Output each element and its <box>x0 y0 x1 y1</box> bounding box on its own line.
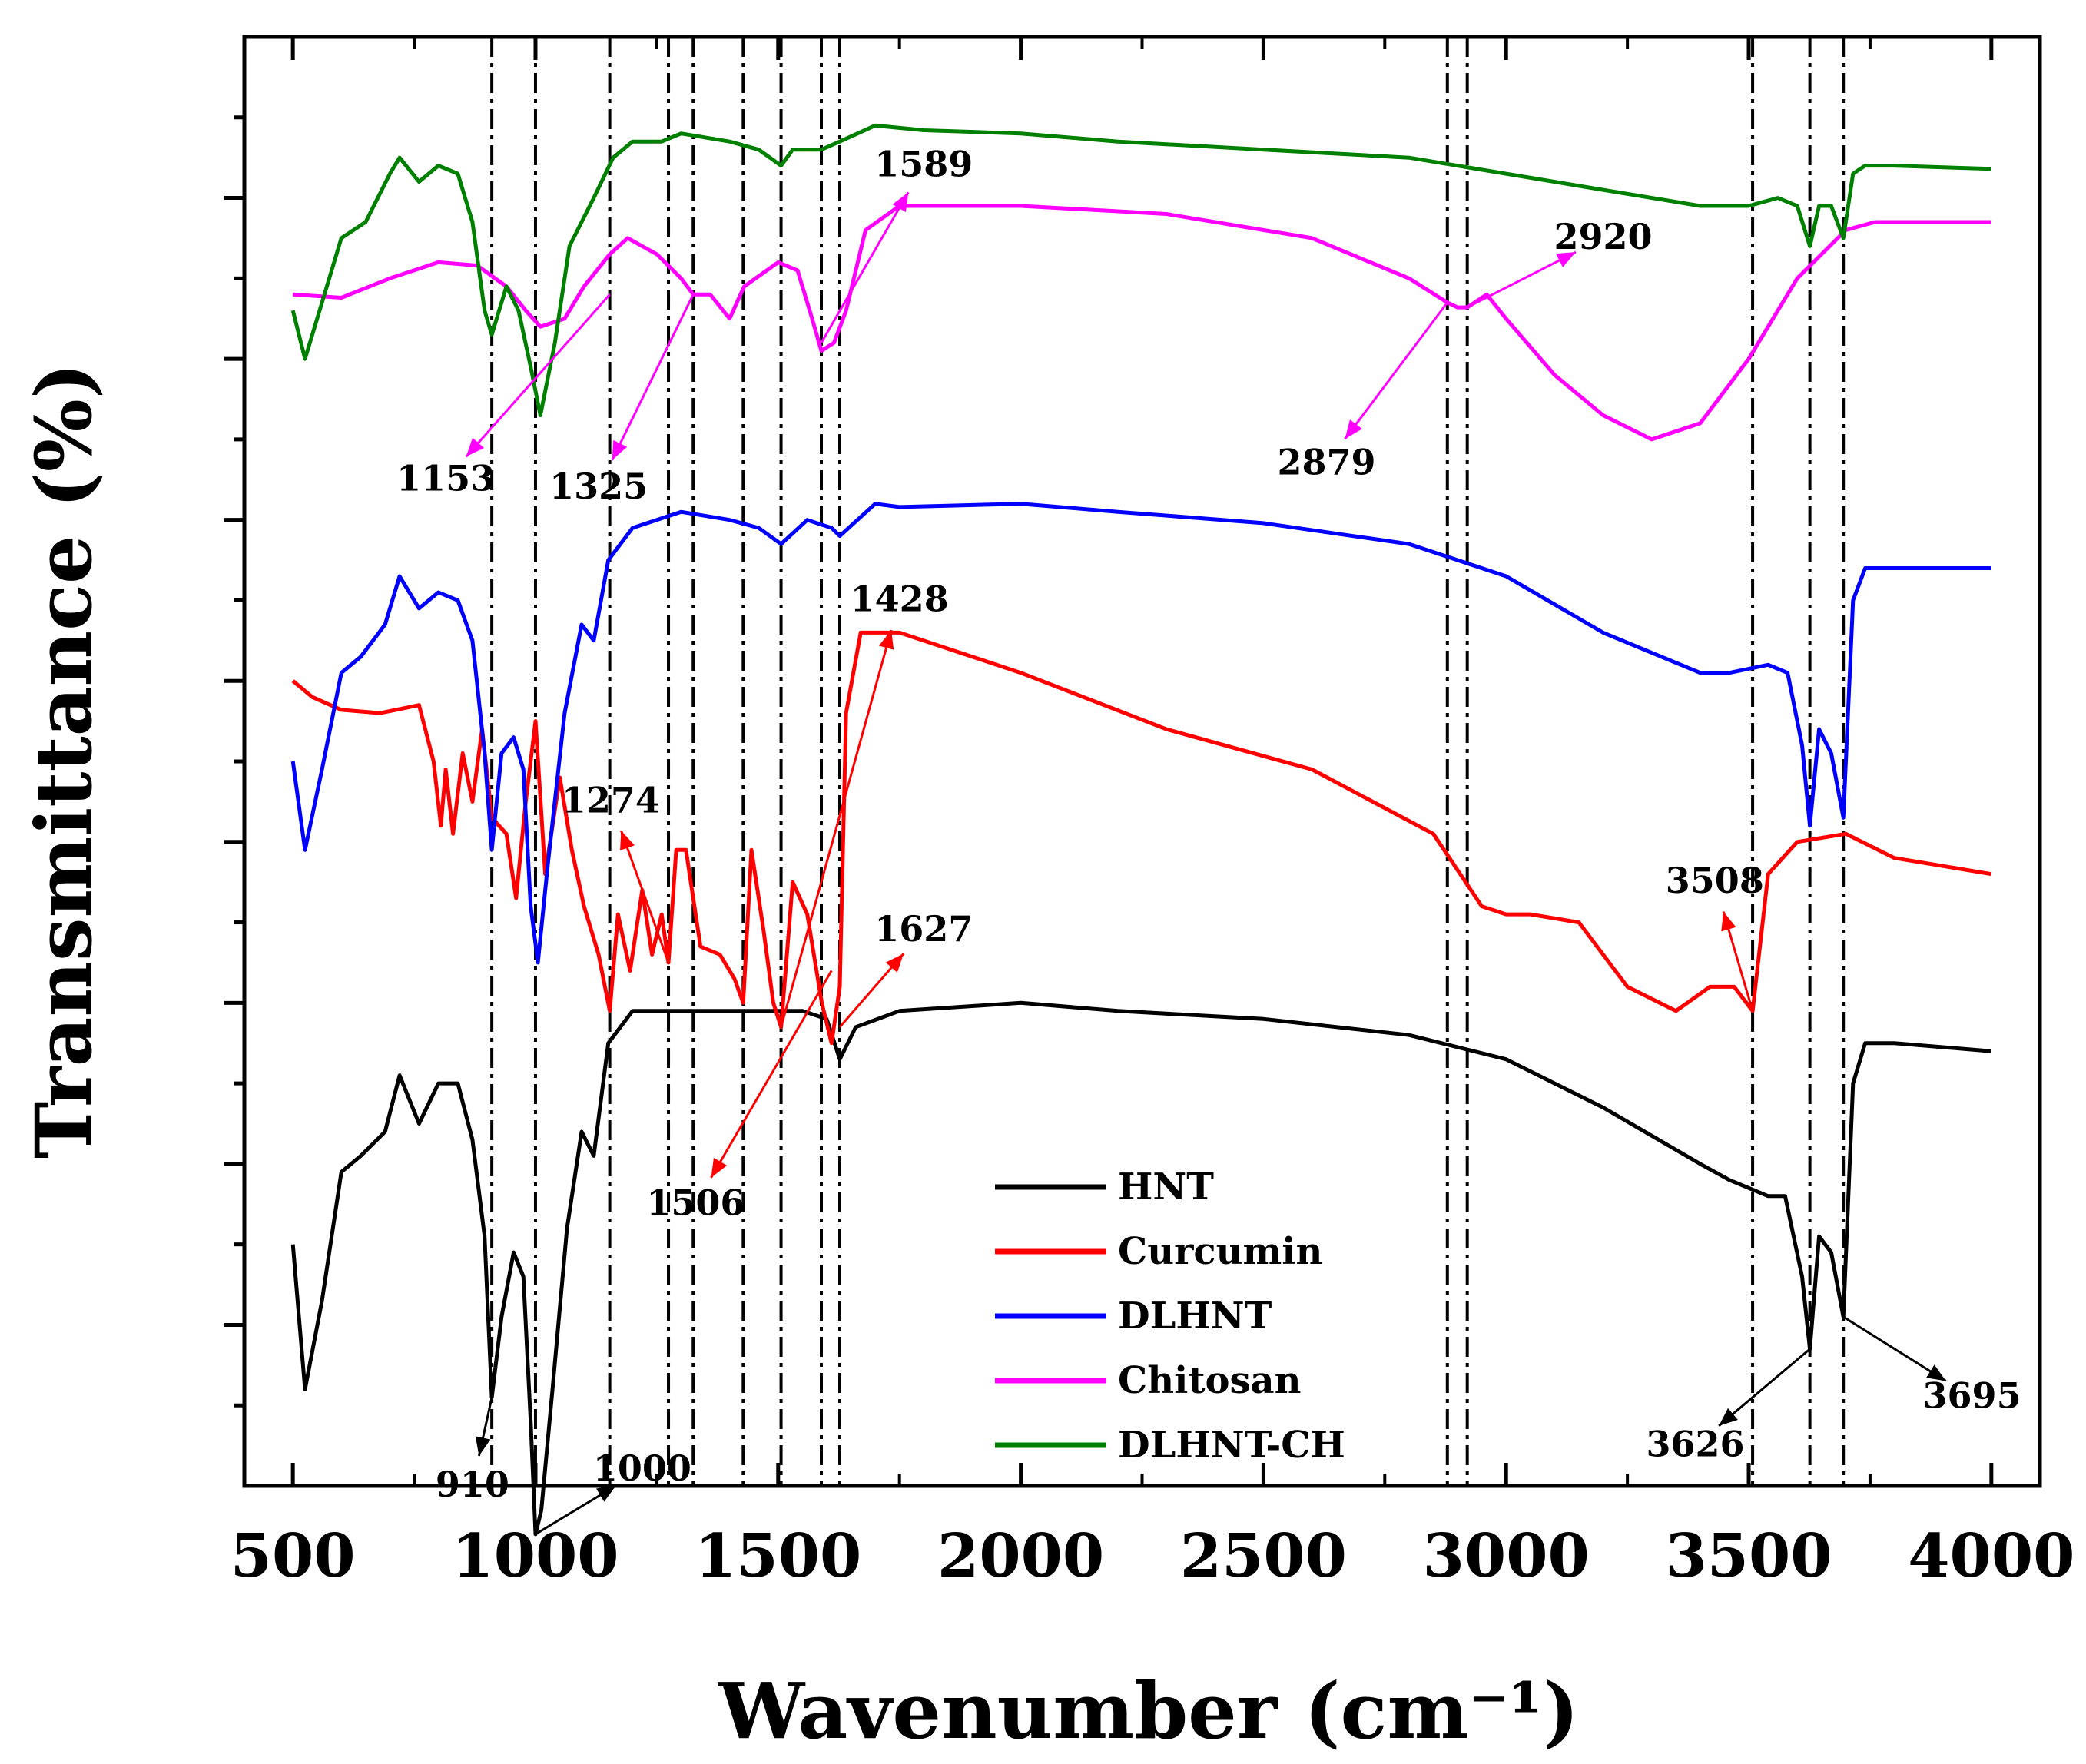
annotation-label-1000: 1000 <box>593 1447 691 1489</box>
series-line-dlhnt-ch <box>290 123 1991 417</box>
legend: HNT Curcumin DLHNT Chitosan DLHNT-CH <box>995 1166 1345 1467</box>
annotation-label-1274: 1274 <box>562 779 660 821</box>
annotation-label-3508: 3508 <box>1666 860 1764 901</box>
annotation-arrow <box>1467 250 1577 309</box>
annotation-label-3626: 3626 <box>1647 1424 1745 1465</box>
annotation-arrowhead <box>1926 1364 1946 1381</box>
annotation-arrow <box>619 830 670 963</box>
annotation-arrowhead <box>892 192 909 213</box>
annotation-label-1589: 1589 <box>874 144 973 185</box>
y-axis-label: Transmittance (%) <box>18 363 109 1159</box>
spectra-series <box>290 123 1992 1537</box>
annotation-arrowhead <box>475 1436 491 1456</box>
annotation-arrow <box>780 629 893 1028</box>
annotation-arrow <box>820 191 910 343</box>
x-tick-label: 2000 <box>937 1521 1104 1591</box>
series-line-curcumin <box>291 630 1992 1046</box>
annotation-arrowhead <box>711 1157 728 1178</box>
annotation-arrow <box>710 970 833 1179</box>
annotation-label-3695: 3695 <box>1923 1375 2021 1417</box>
annotation-arrowhead <box>595 1485 616 1502</box>
legend-label: HNT <box>1118 1166 1214 1209</box>
annotation-arrowhead <box>1721 911 1736 932</box>
legend-label: DLHNT-CH <box>1118 1424 1345 1467</box>
annotation-label-1428: 1428 <box>851 578 949 619</box>
annotation-arrow <box>465 293 611 458</box>
x-tick-label: 4000 <box>1908 1521 2074 1591</box>
annotation-arrow <box>1842 1315 1947 1382</box>
reference-lines <box>490 37 1846 1486</box>
x-tick-label: 2500 <box>1180 1521 1347 1591</box>
annotation-label-1325: 1325 <box>549 466 648 507</box>
x-tick-label: 3500 <box>1665 1521 1832 1591</box>
x-tick-label: 3000 <box>1423 1521 1590 1591</box>
annotation-arrowhead <box>620 831 635 851</box>
annotation-arrowhead <box>885 953 904 973</box>
annotation-label-1627: 1627 <box>874 908 973 950</box>
legend-label: Curcumin <box>1118 1230 1322 1273</box>
annotation-label-1153: 1153 <box>396 457 495 499</box>
annotation-arrowhead <box>1555 252 1576 267</box>
annotation-label-1506: 1506 <box>646 1182 745 1223</box>
annotation-arrowhead <box>1719 1408 1738 1426</box>
x-tick-label: 500 <box>230 1521 356 1591</box>
legend-label: DLHNT <box>1118 1295 1272 1338</box>
x-tick-label: 1500 <box>695 1521 861 1591</box>
x-axis-label: Wavenumber (cm⁻¹) <box>718 1666 1579 1756</box>
annotation-label-2920: 2920 <box>1554 216 1653 257</box>
annotation-arrow <box>1344 301 1448 440</box>
series-line-chitosan <box>293 204 1991 442</box>
x-tick-label: 1000 <box>452 1521 619 1591</box>
annotation-arrowhead <box>612 439 628 460</box>
legend-label: Chitosan <box>1118 1359 1302 1402</box>
axis-ticks: 500 1000 1500 2000 2500 3000 3500 4000 <box>224 37 2074 1591</box>
annotation-arrow <box>611 293 695 461</box>
annotation-arrow <box>1718 1348 1811 1427</box>
annotation-arrowhead <box>1345 419 1362 439</box>
annotation-label-2879: 2879 <box>1278 441 1376 482</box>
series-line-hnt <box>290 1000 1992 1537</box>
annotation-arrowhead <box>878 629 894 650</box>
series-line-dlhnt <box>290 502 1991 965</box>
annotation-arrowhead <box>466 437 485 457</box>
